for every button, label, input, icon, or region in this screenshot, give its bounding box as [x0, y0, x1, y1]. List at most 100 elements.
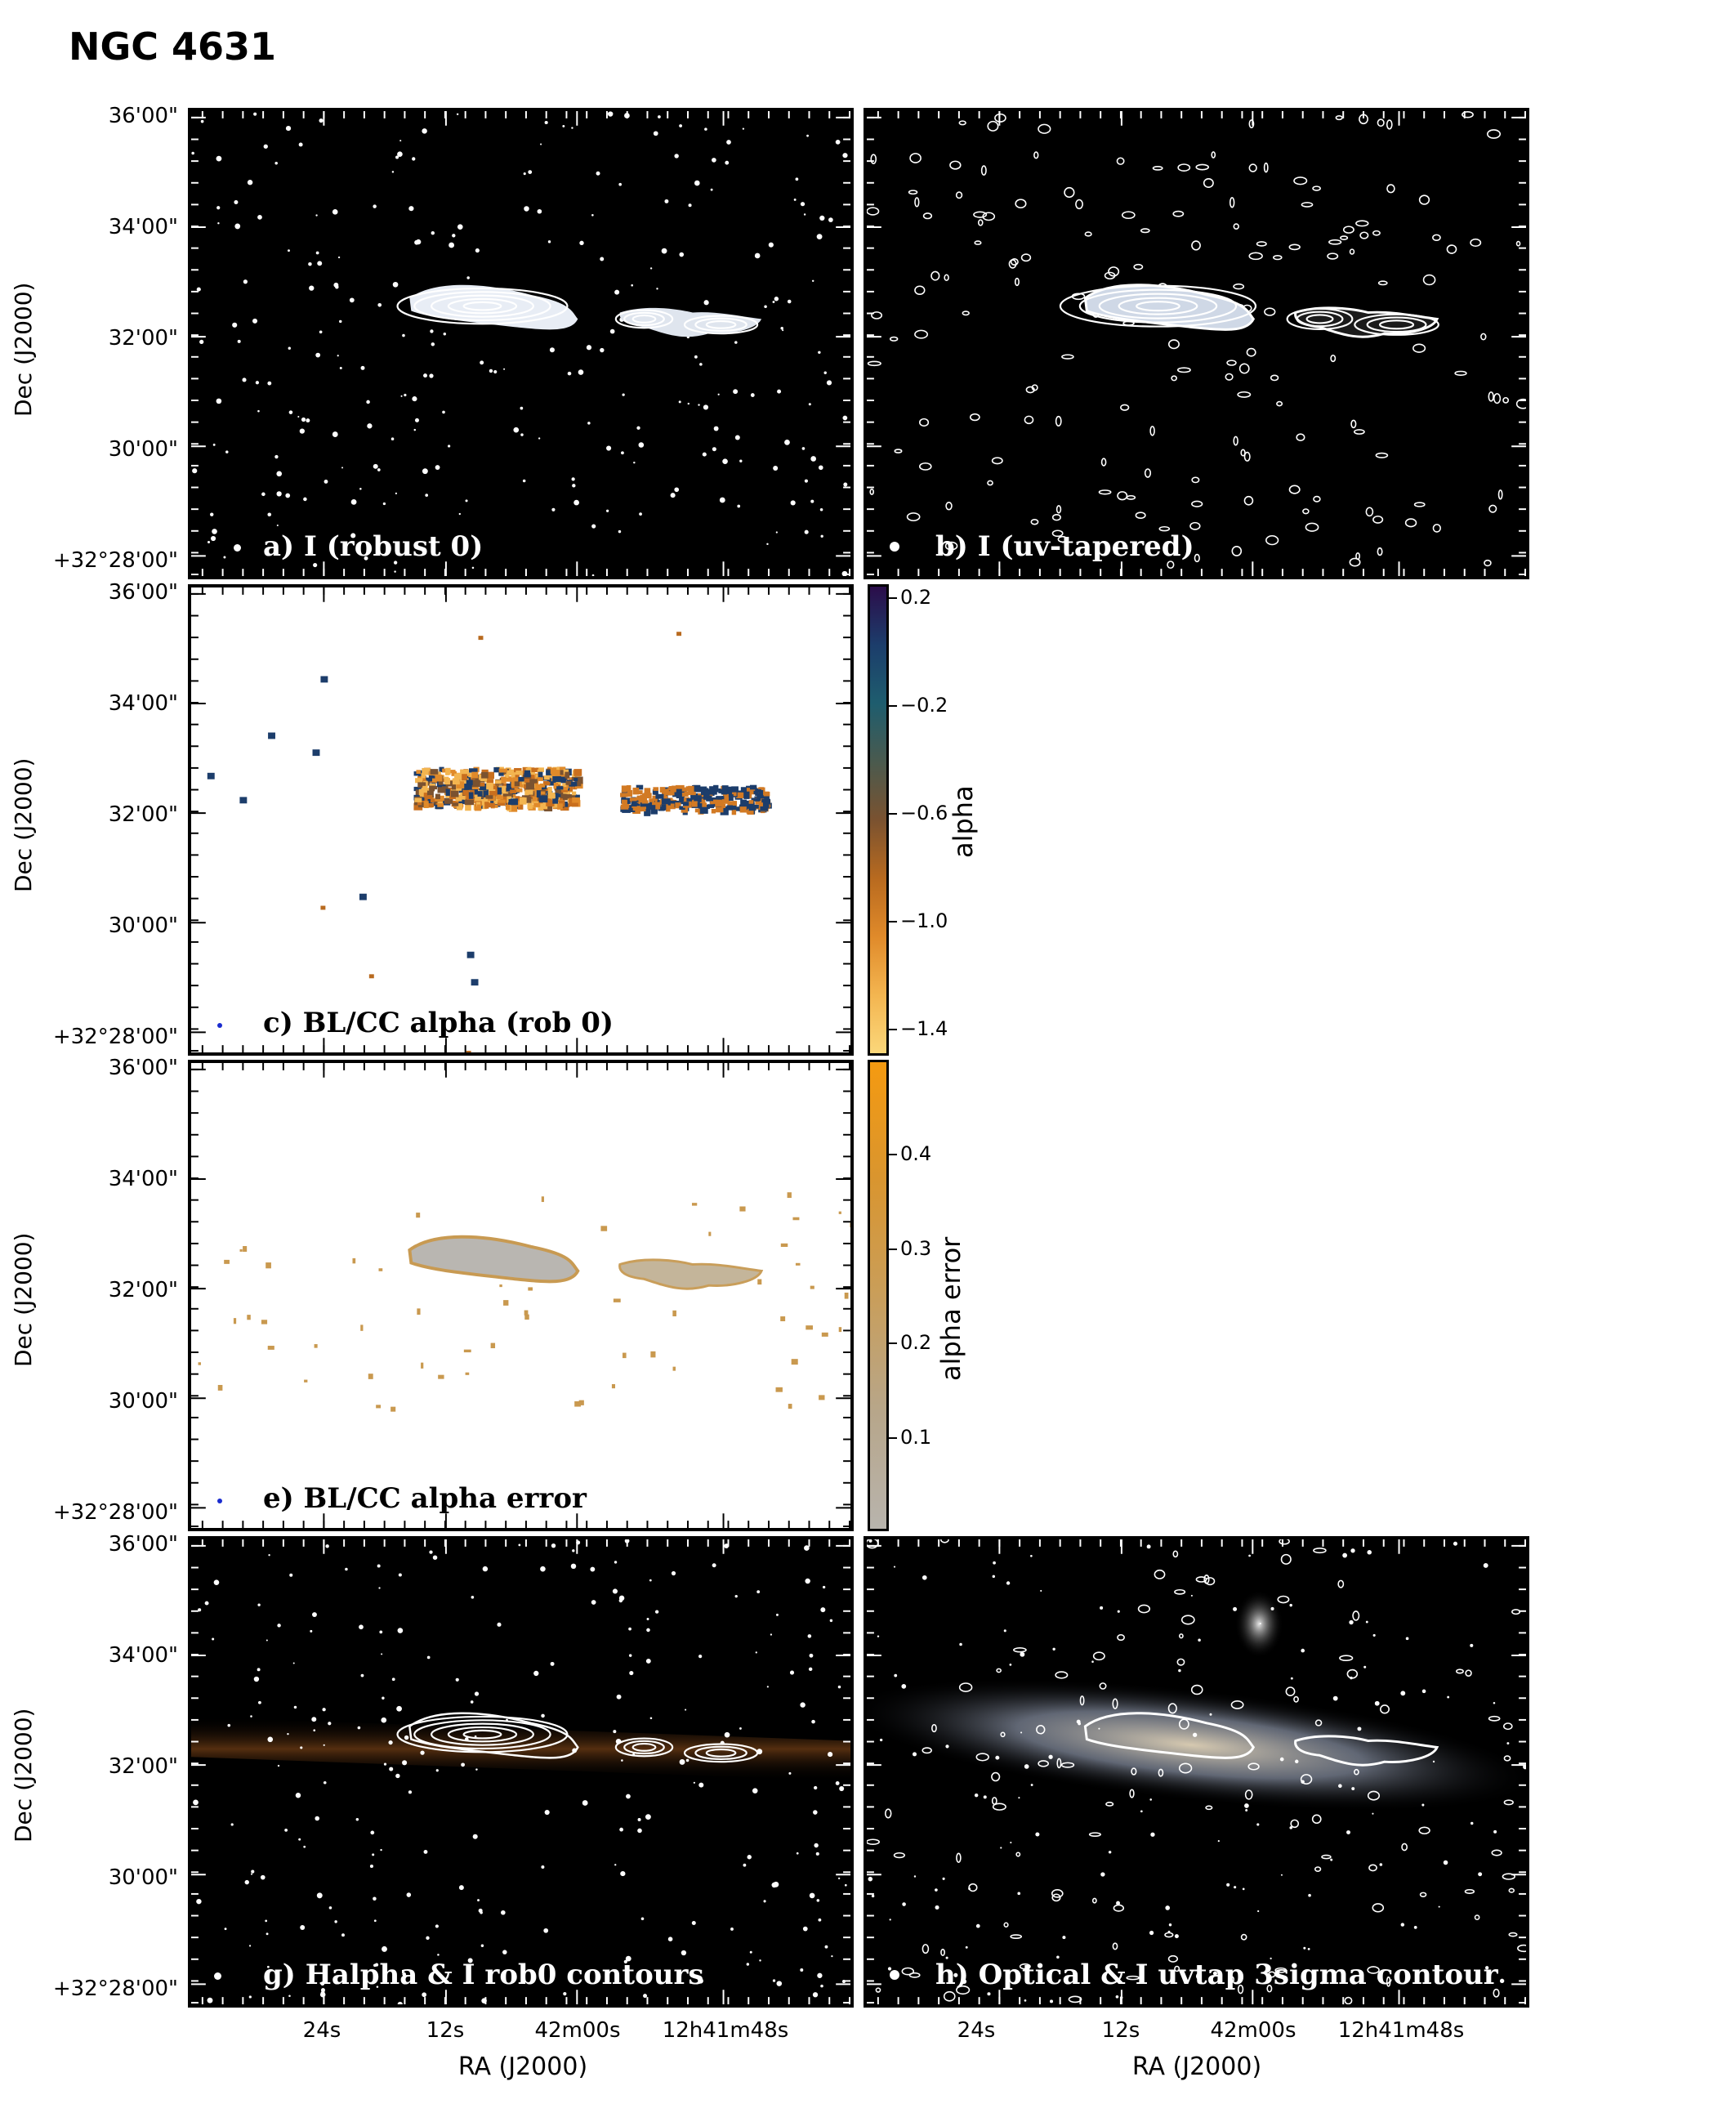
dec-tick-label: 36'00" [108, 1532, 178, 1557]
beam-marker [214, 1972, 221, 1980]
dec-tick-label: 32'00" [108, 1754, 178, 1779]
dec-tick-label: 36'00" [108, 580, 178, 605]
dec-tick-label: 34'00" [108, 1643, 178, 1668]
colorbar-alpha-error [868, 1060, 889, 1531]
dec-tick-label: 32'00" [108, 802, 178, 827]
dec-tick-label: 30'00" [108, 437, 178, 462]
dec-tick-label: 32'00" [108, 326, 178, 351]
dec-tick-label: 36'00" [108, 1056, 178, 1080]
colorbar-tick-mark [887, 1436, 897, 1439]
error-companion [618, 1258, 764, 1290]
ra-tick-label: 24s [957, 2018, 996, 2043]
ra-tick-label: 12h41m48s [1337, 2018, 1465, 2043]
noise-contours [867, 1539, 1526, 2004]
ra-tick-label: 42m00s [1210, 2018, 1296, 2043]
axis-ticks [867, 1539, 1526, 2004]
companion-galaxy [1234, 1590, 1283, 1658]
beam-marker [234, 544, 241, 552]
colorbar-tick-label: 0.2 [900, 1331, 932, 1355]
panel-g-image [191, 1539, 850, 2004]
panel-g-halpha-with-contours: g) Halpha & I rob0 contours [188, 1536, 854, 2008]
colorbar-tick-label: −0.6 [900, 802, 948, 825]
axis-ticks [191, 587, 850, 1052]
dec-tick-label: +32°28'00" [52, 1500, 178, 1525]
axis-ticks [191, 1539, 850, 2004]
colorbar-tick-mark [887, 1029, 897, 1031]
alpha-pixels [207, 632, 772, 1052]
panel-a-stokes-i-robust0: a) I (robust 0) [188, 108, 854, 579]
beam-marker [217, 1023, 222, 1028]
contour-outline [408, 1712, 579, 1759]
dec-tick-label: 30'00" [108, 1865, 178, 1890]
intensity-contours [396, 287, 759, 335]
panel-b-image [867, 111, 1526, 576]
contour-3sigma [1083, 1712, 1256, 1759]
colorbar-tick-label: −1.4 [900, 1017, 948, 1041]
panel-h-image [867, 1539, 1526, 2004]
point-sources [193, 1539, 847, 2004]
colorbar-tick-label: 0.3 [900, 1236, 932, 1260]
dec-tick-label: 30'00" [108, 1389, 178, 1414]
axis-ticks [867, 111, 1526, 576]
dec-tick-label: +32°28'00" [52, 1977, 178, 2001]
ra-tick-label: 24s [302, 2018, 341, 2043]
beam-marker [217, 1499, 222, 1503]
axis-ticks [191, 111, 850, 576]
panel-g-label: g) Halpha & I rob0 contours [263, 1959, 704, 1991]
panel-c-label: c) BL/CC alpha (rob 0) [263, 1007, 614, 1039]
ra-tick-label: 12h41m48s [662, 2018, 789, 2043]
dec-tick-label: 36'00" [108, 104, 178, 128]
panel-b-stokes-i-uvtapered: b) I (uv-tapered) [864, 108, 1529, 579]
halpha-disk-band [191, 1716, 850, 1781]
beam-marker [890, 1970, 899, 1980]
x-axis-title-left: RA (J2000) [457, 2053, 588, 2081]
colorbar-alpha-title: alpha [948, 785, 979, 858]
ra-tick-label: 12s [426, 2018, 465, 2043]
dec-tick-label: 34'00" [108, 1167, 178, 1191]
panel-e-label: e) BL/CC alpha error [263, 1482, 587, 1515]
point-sources [868, 1539, 1526, 2003]
x-axis-title-right: RA (J2000) [1131, 2053, 1262, 2081]
ra-tick-label: 42m00s [534, 2018, 621, 2043]
colorbar-tick-mark [887, 705, 897, 708]
colorbar-tick-label: −0.2 [900, 694, 948, 717]
colorbar-tick-label: 0.2 [900, 586, 932, 610]
panel-h-label: h) Optical & I uvtap 3sigma contour [935, 1959, 1498, 1991]
panel-a-image [191, 111, 850, 576]
colorbar-tick-mark [887, 1342, 897, 1345]
colorbar-tick-label: −1.0 [900, 909, 948, 933]
dec-tick-label: +32°28'00" [52, 1025, 178, 1049]
intensity-contours [1059, 284, 1439, 336]
noise-contours [867, 111, 1526, 570]
contour-3sigma-companion [1294, 1735, 1439, 1767]
colorbar-tick-label: 0.4 [900, 1142, 932, 1166]
optical-galaxy [867, 1677, 1526, 1812]
ra-tick-label: 12s [1101, 2018, 1140, 2043]
dec-tick-label: 30'00" [108, 914, 178, 938]
figure-title: NGC 4631 [69, 25, 277, 69]
axis-ticks [191, 1063, 850, 1528]
point-sources [191, 111, 848, 576]
beam-marker [890, 542, 899, 552]
colorbar-tick-mark [887, 921, 897, 923]
panel-c-spectral-index-map: c) BL/CC alpha (rob 0) [188, 584, 854, 1056]
error-galaxy-disk [408, 1235, 580, 1284]
colorbar-tick-mark [887, 1154, 897, 1156]
dec-tick-label: +32°28'00" [52, 548, 178, 573]
dec-tick-label: 32'00" [108, 1278, 178, 1302]
panel-e-image [191, 1063, 850, 1528]
panel-c-image [191, 587, 850, 1052]
colorbar-tick-mark [887, 813, 897, 815]
panel-b-label: b) I (uv-tapered) [935, 530, 1194, 563]
colorbar-tick-label: 0.1 [900, 1425, 932, 1449]
colorbar-alpha [868, 584, 889, 1056]
dec-tick-label: 34'00" [108, 215, 178, 239]
colorbar-alpha-error-title: alpha error [935, 1236, 966, 1381]
panel-h-optical-with-contour: h) Optical & I uvtap 3sigma contour [864, 1536, 1529, 2008]
colorbar-tick-mark [887, 597, 897, 600]
dec-tick-label: 34'00" [108, 691, 178, 716]
colorbar-tick-mark [887, 1248, 897, 1250]
error-pixels [198, 1192, 850, 1412]
intensity-contours [396, 1715, 759, 1763]
panel-e-spectral-index-error-map: e) BL/CC alpha error [188, 1060, 854, 1531]
